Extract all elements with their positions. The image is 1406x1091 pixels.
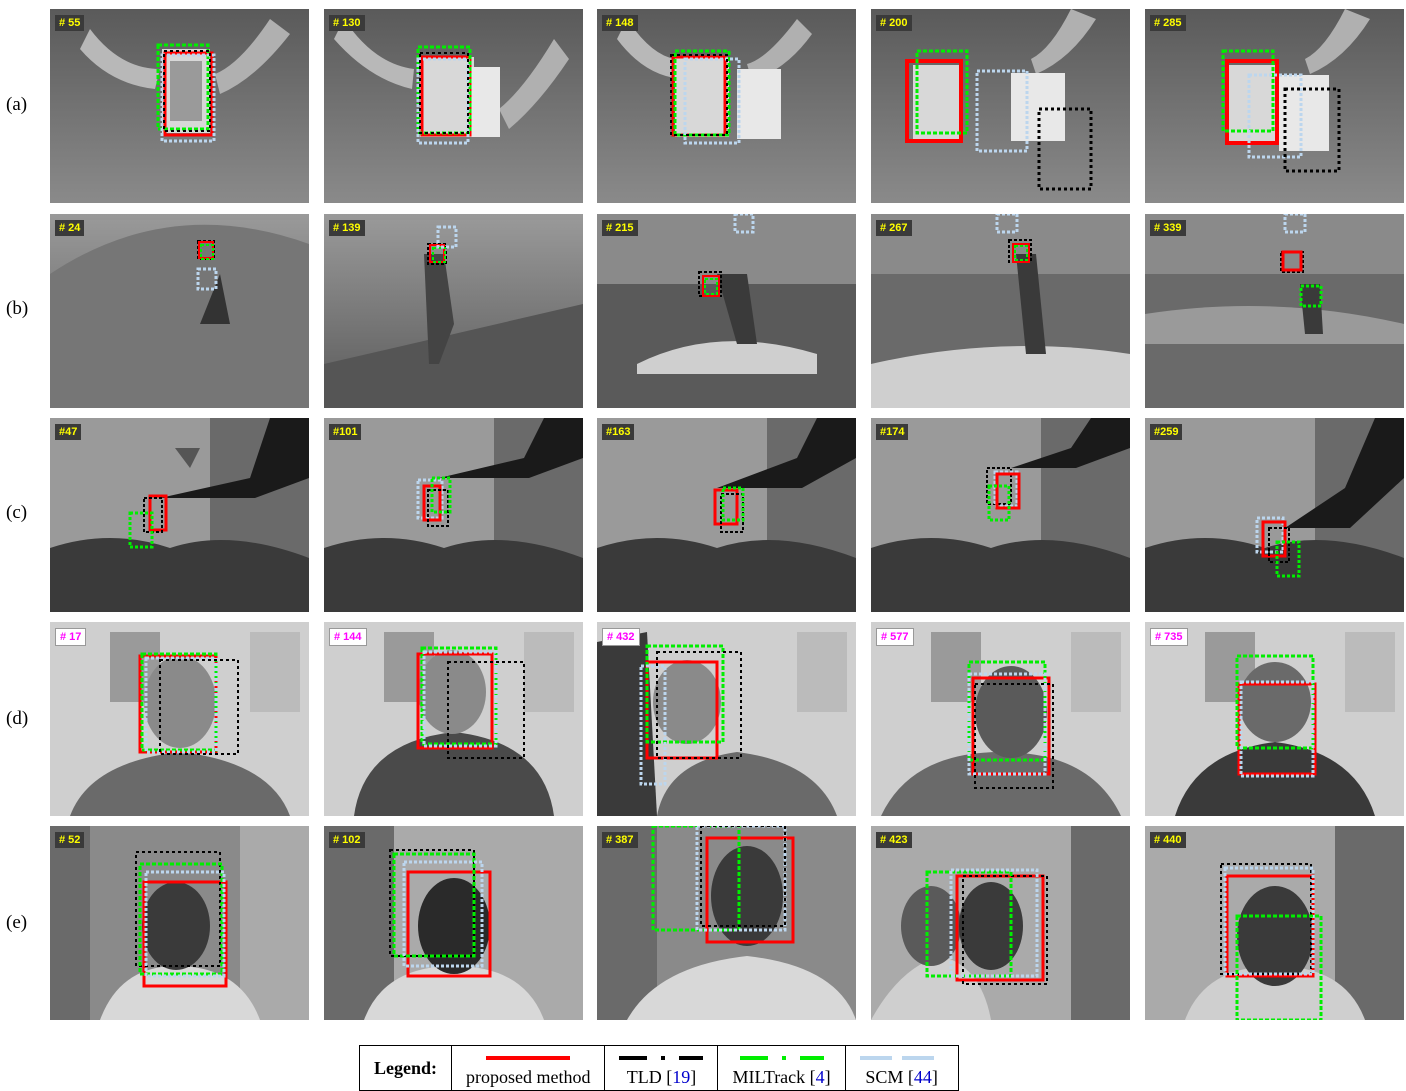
frame-e-2: # 102 [324,826,583,1020]
frame-c-1: #47 [50,418,309,612]
frame-d-3: # 432 [597,622,856,816]
frame-number: #259 [1150,424,1183,440]
frame-e-1: # 52 [50,826,309,1020]
frame-b-2: # 139 [324,214,583,408]
legend-item-proposed: proposed method [451,1046,604,1090]
frame-number: # 139 [329,220,365,236]
frame-e-3: # 387 [597,826,856,1020]
frame-c-2: #101 [324,418,583,612]
frame-number: #163 [602,424,635,440]
frame-number: #174 [876,424,909,440]
legend-label-proposed: proposed method [466,1067,591,1087]
frame-a-1: # 55 [50,9,309,203]
frame-number: # 215 [602,220,638,236]
row-label-d: (d) [6,708,29,729]
frame-number: # 17 [55,628,87,646]
frame-number: #101 [329,424,362,440]
frame-e-4: # 423 [871,826,1130,1020]
frame-b-1: # 24 [50,214,309,408]
frame-c-3: #163 [597,418,856,612]
frame-b-3: # 215 [597,214,856,408]
legend-label-miltrack: MILTrack [ [732,1067,816,1087]
legend-title: Legend: [374,1057,437,1078]
frame-e-5: # 440 [1145,826,1404,1020]
legend: Legend: proposed method TLD [19] MILTrac… [359,1045,959,1091]
frame-d-4: # 577 [871,622,1130,816]
frame-number: # 200 [876,15,912,31]
frame-number: # 440 [1150,832,1186,848]
frame-b-5: # 339 [1145,214,1404,408]
frame-number: # 130 [329,15,365,31]
frame-number: # 144 [329,628,367,646]
legend-ref-scm[interactable]: 44 [913,1067,932,1087]
frame-number: #47 [55,424,82,440]
frame-a-4: # 200 [871,9,1130,203]
frame-number: # 52 [55,832,85,848]
frame-a-5: # 285 [1145,9,1404,203]
legend-item-miltrack: MILTrack [4] [717,1046,844,1090]
frame-b-4: # 267 [871,214,1130,408]
frame-c-5: #259 [1145,418,1404,612]
frame-number: # 285 [1150,15,1186,31]
legend-label-tld: TLD [ [626,1067,673,1087]
frame-d-5: # 735 [1145,622,1404,816]
row-label-e: (e) [6,912,28,933]
frame-number: # 735 [1150,628,1188,646]
legend-swatch-miltrack [739,1056,824,1060]
legend-ref-tld[interactable]: 19 [672,1067,691,1087]
frame-c-4: #174 [871,418,1130,612]
frame-number: # 423 [876,832,912,848]
frame-number: # 267 [876,220,912,236]
frame-number: # 55 [55,15,85,31]
frame-number: # 432 [602,628,640,646]
legend-swatch-tld [619,1056,704,1060]
legend-swatch-proposed [486,1056,571,1060]
legend-swatch-scm [859,1056,944,1060]
frame-d-1: # 17 [50,622,309,816]
frame-number: # 577 [876,628,914,646]
frame-a-2: # 130 [324,9,583,203]
row-label-c: (c) [6,502,28,523]
frame-a-3: # 148 [597,9,856,203]
row-label-b: (b) [6,298,29,319]
legend-item-tld: TLD [19] [604,1046,717,1090]
legend-label-scm: SCM [ [865,1067,914,1087]
frame-d-2: # 144 [324,622,583,816]
legend-ref-miltrack[interactable]: 4 [815,1067,825,1087]
legend-title-cell: Legend: [360,1046,451,1090]
frame-number: # 387 [602,832,638,848]
frame-number: # 148 [602,15,638,31]
frame-number: # 339 [1150,220,1186,236]
legend-item-scm: SCM [44] [844,1046,958,1090]
row-label-a: (a) [6,94,28,115]
frame-number: # 102 [329,832,365,848]
frame-number: # 24 [55,220,85,236]
